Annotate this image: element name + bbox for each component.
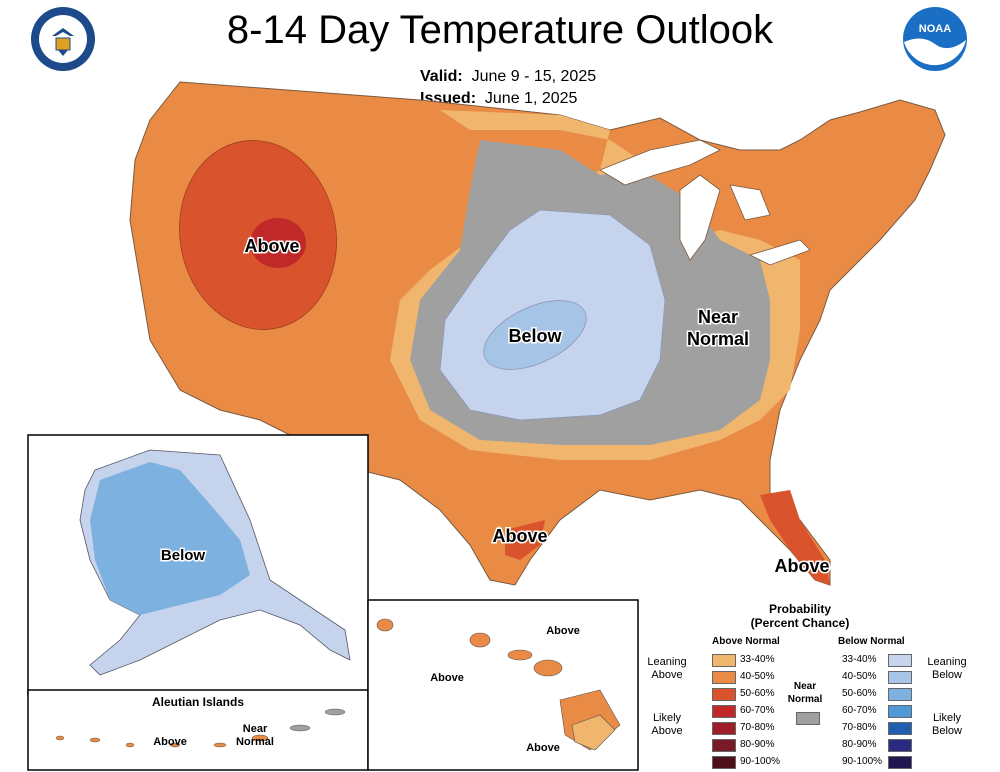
aleutian-inset-frame — [27, 689, 369, 771]
legend-above-swatch-5 — [712, 722, 736, 735]
legend-above-label-1: 33-40% — [740, 654, 775, 665]
legend-below-label-4: 60-70% — [842, 705, 877, 716]
legend-above-swatch-2 — [712, 671, 736, 684]
hawaii-islands — [376, 618, 621, 751]
great-lakes — [599, 139, 811, 266]
legend-below-label-6: 80-90% — [842, 739, 877, 750]
legend-above-label-3: 50-60% — [740, 688, 775, 699]
label-aleutian-title: Aleutian Islands — [152, 695, 244, 709]
legend-leaning-above: Leaning Above — [647, 656, 687, 681]
svg-text:NOAA: NOAA — [919, 23, 951, 35]
label-aleutian-near-line-2: Normal — [236, 736, 274, 748]
legend-title-main: Probability — [768, 602, 831, 616]
legend-below-label-3: 50-60% — [842, 688, 877, 699]
legend-above-label-7: 90-100% — [740, 756, 781, 767]
valid-dates: Valid: June 9 - 15, 2025 — [420, 68, 596, 86]
label-hawaii-above-1: Above — [546, 625, 580, 637]
label-hawaii-above-2: Above — [430, 672, 464, 684]
label-above-texas: Above — [492, 526, 547, 546]
texas-above-50-60 — [505, 520, 545, 560]
legend-above-header: Above Normal — [712, 636, 780, 647]
label-above-northwest: Above — [244, 236, 299, 256]
legend-below-swatch-4 — [888, 705, 912, 718]
valid-value: June 9 - 15, 2025 — [471, 68, 597, 85]
legend-above-label-6: 80-90% — [740, 739, 775, 750]
alaska-below-40-50 — [90, 462, 250, 615]
legend-below-swatch-6 — [888, 739, 912, 752]
noaa-logo: NOAA — [902, 6, 968, 72]
issued-value: June 1, 2025 — [484, 90, 578, 107]
conus-above-60-70-region — [250, 218, 306, 268]
legend-above-swatch-3 — [712, 688, 736, 701]
legend-title-sub: (Percent Chance) — [750, 616, 850, 630]
conus-below-40-50-region — [483, 300, 587, 370]
legend-below-swatch-1 — [888, 654, 912, 667]
legend-below-swatch-3 — [888, 688, 912, 701]
label-aleutian-above: Above — [153, 736, 187, 748]
legend-below-label-1: 33-40% — [842, 654, 877, 665]
legend-below-swatch-5 — [888, 722, 912, 735]
legend-leaning-below: Leaning Below — [927, 656, 967, 681]
department-of-commerce-seal — [30, 6, 96, 72]
valid-label: Valid: — [420, 68, 463, 85]
label-above-florida: Above — [774, 556, 829, 576]
legend-below-label-2: 40-50% — [842, 671, 877, 682]
legend-likely-below: Likely Below — [932, 712, 962, 737]
legend-likely-above: Likely Above — [651, 712, 683, 737]
legend-near-normal-label: Near Normal — [787, 681, 823, 705]
legend-above-label-5: 70-80% — [740, 722, 775, 733]
label-below-central: Below — [508, 326, 562, 346]
legend-above-swatch-4 — [712, 705, 736, 718]
probability-legend: Probability (Percent Chance) Above Norma… — [640, 600, 996, 770]
legend-below-header: Below Normal — [838, 636, 905, 647]
legend-above-label-2: 40-50% — [740, 671, 775, 682]
legend-below-swatch-2 — [888, 671, 912, 684]
legend-above-label-4: 60-70% — [740, 705, 775, 716]
legend-below-label-7: 90-100% — [842, 756, 883, 767]
label-alaska-below: Below — [161, 547, 206, 564]
florida-above-50-60 — [760, 490, 830, 585]
legend-below-swatch-7 — [888, 756, 912, 769]
legend-above-swatch-1 — [712, 654, 736, 667]
legend-below-label-5: 70-80% — [842, 722, 877, 733]
label-hawaii-above-3: Above — [526, 742, 560, 754]
legend-title: Probability (Percent Chance) — [640, 602, 960, 630]
label-near-normal-line-1: Near — [698, 307, 738, 327]
legend-above-swatch-7 — [712, 756, 736, 769]
legend-above-swatch-6 — [712, 739, 736, 752]
map-title: 8-14 Day Temperature Outlook — [226, 8, 774, 52]
label-aleutian-near-line-1: Near — [243, 723, 268, 735]
aleutian-islands — [55, 708, 346, 748]
label-near-normal-line-2: Normal — [687, 329, 749, 349]
legend-near-normal-swatch — [796, 712, 820, 725]
